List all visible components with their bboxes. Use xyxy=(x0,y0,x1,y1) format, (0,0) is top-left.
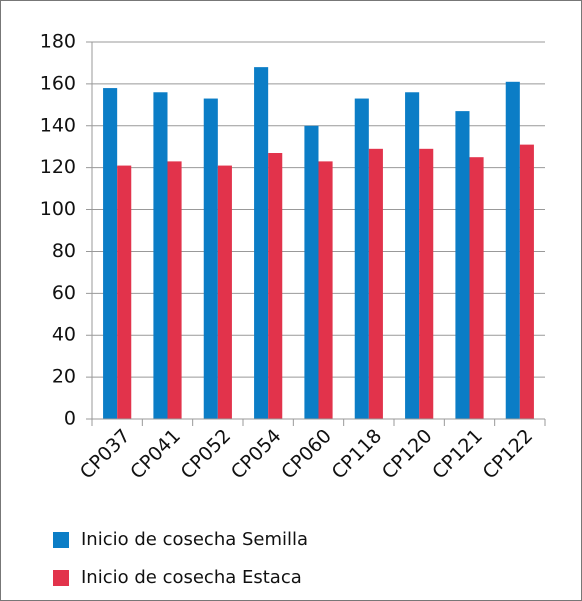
y-tick-label: 120 xyxy=(40,156,76,178)
bar xyxy=(505,81,520,420)
legend-swatch xyxy=(53,570,69,586)
y-tick-label: 180 xyxy=(40,31,76,53)
bar xyxy=(103,88,118,420)
bar xyxy=(469,157,484,419)
y-tick-label: 60 xyxy=(52,282,76,304)
bar xyxy=(519,144,534,419)
bar xyxy=(117,165,132,419)
bar xyxy=(405,92,420,420)
bar xyxy=(455,111,470,419)
y-tick-label: 40 xyxy=(52,324,76,346)
legend-label: Inicio de cosecha Estaca xyxy=(81,567,302,588)
bar xyxy=(419,148,434,420)
bar xyxy=(368,148,383,420)
legend-label: Inicio de cosecha Semilla xyxy=(81,529,308,550)
bar xyxy=(254,67,269,419)
bar xyxy=(153,92,168,420)
legend-swatch xyxy=(53,532,69,548)
bar xyxy=(304,125,319,420)
bar xyxy=(217,165,232,419)
bar xyxy=(167,161,182,419)
y-tick-label: 80 xyxy=(52,240,76,262)
y-tick-label: 160 xyxy=(40,72,76,94)
y-tick-label: 100 xyxy=(40,198,76,220)
bar xyxy=(354,98,369,420)
y-tick-label: 140 xyxy=(40,114,76,136)
y-tick-label: 0 xyxy=(64,408,76,430)
bar xyxy=(318,161,333,419)
y-tick-label: 20 xyxy=(52,366,76,388)
bar xyxy=(203,98,218,420)
bar xyxy=(268,153,283,419)
